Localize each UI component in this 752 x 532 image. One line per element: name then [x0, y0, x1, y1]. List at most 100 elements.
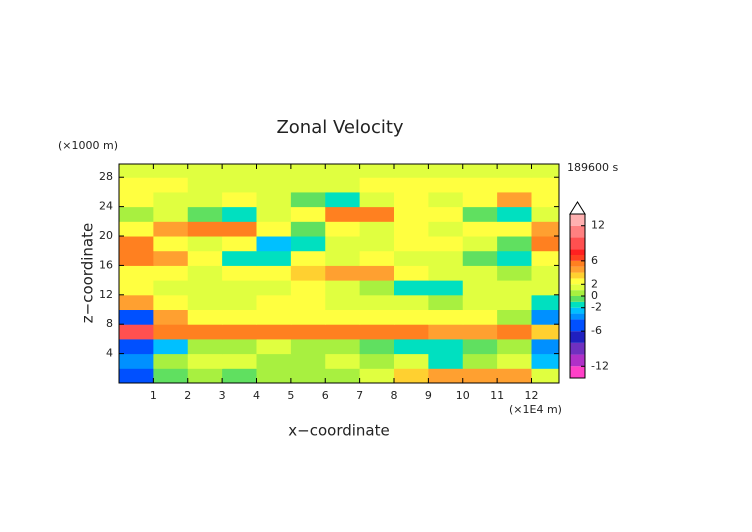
colorbar-segment	[570, 255, 585, 261]
heat-cell	[462, 164, 498, 178]
heat-cell	[394, 206, 429, 222]
heat-cell	[428, 236, 464, 252]
heat-cell	[119, 206, 154, 222]
heat-cell	[256, 236, 292, 252]
x-tick-label: 5	[287, 389, 294, 402]
heat-cell	[187, 177, 223, 193]
heat-cell	[290, 294, 326, 311]
heat-cell	[290, 265, 326, 281]
heat-cell	[394, 338, 429, 355]
heat-cell	[187, 294, 223, 311]
colorbar-tick-label: 6	[591, 254, 598, 267]
heat-cell	[153, 221, 189, 237]
heat-cell	[153, 236, 189, 252]
heat-cell	[428, 280, 464, 296]
colorbar-segment	[570, 296, 585, 302]
heat-cell	[222, 324, 257, 340]
heat-cell	[394, 324, 429, 340]
heat-cell	[394, 368, 429, 384]
time-label: 189600 s	[567, 161, 618, 174]
heat-cell	[428, 250, 464, 266]
heat-cell	[153, 368, 189, 384]
heat-cell	[325, 250, 361, 266]
heat-cell	[187, 324, 223, 340]
heat-cell	[290, 309, 326, 325]
heat-cell	[119, 221, 154, 237]
y-unit: (×1000 m)	[58, 139, 118, 152]
heat-cell	[325, 221, 361, 237]
heat-cell	[359, 338, 395, 355]
heat-cell	[119, 164, 154, 178]
heat-cell	[187, 250, 223, 266]
heat-cell	[359, 324, 395, 340]
heat-cell	[256, 221, 292, 237]
heat-cell	[497, 265, 532, 281]
heat-cell	[531, 265, 560, 281]
heat-cell	[187, 221, 223, 237]
heat-cell	[428, 294, 464, 311]
heat-cell	[359, 206, 395, 222]
heat-cell	[359, 236, 395, 252]
heat-cell	[497, 294, 532, 311]
heat-cell	[222, 294, 257, 311]
heat-cell	[462, 221, 498, 237]
heat-cell	[428, 177, 464, 193]
heat-cell	[325, 368, 361, 384]
heat-cell	[325, 164, 361, 178]
colorbar-segment	[570, 301, 585, 308]
heat-cell	[462, 280, 498, 296]
heat-cell	[325, 324, 361, 340]
heat-cell	[394, 280, 429, 296]
heat-cell	[119, 191, 154, 208]
heat-cell	[290, 164, 326, 178]
heat-cell	[497, 338, 532, 355]
heat-cell	[119, 236, 154, 252]
heat-cell	[394, 221, 429, 237]
heat-cell	[290, 206, 326, 222]
heat-cell	[119, 368, 154, 384]
heat-cell	[119, 324, 154, 340]
colorbar-segment	[570, 266, 585, 273]
heat-cell	[359, 353, 395, 369]
colorbar-arrow	[569, 201, 586, 215]
heat-cell	[462, 309, 498, 325]
heat-cell	[359, 250, 395, 266]
heat-cell	[290, 191, 326, 208]
heat-cell	[222, 164, 257, 178]
heat-cell	[462, 206, 498, 222]
colorbar-tick-label: -6	[591, 324, 602, 337]
heat-cell	[187, 191, 223, 208]
heat-cell	[325, 265, 361, 281]
heat-cell	[222, 353, 257, 369]
heat-cell	[359, 221, 395, 237]
colorbar-segment	[570, 225, 585, 238]
y-tick-label: 16	[99, 258, 113, 271]
heat-cell	[531, 250, 560, 266]
heat-cell	[462, 353, 498, 369]
colorbar-segment	[570, 260, 585, 267]
heat-cell	[119, 353, 154, 369]
heat-cell	[222, 265, 257, 281]
heat-cell	[222, 309, 257, 325]
colorbar-segment	[570, 319, 585, 332]
heat-cell	[222, 177, 257, 193]
colorbar-segment	[570, 214, 585, 226]
colorbar-segment	[570, 354, 585, 367]
colorbar-segment	[570, 272, 585, 279]
heat-cell	[497, 236, 532, 252]
colorbar-tick-label: -2	[591, 301, 602, 314]
heat-cell	[428, 265, 464, 281]
heat-cell	[428, 221, 464, 237]
y-tick-label: 4	[106, 347, 113, 360]
heat-cell	[119, 294, 154, 311]
colorbar-segment	[570, 284, 585, 291]
heat-cell	[290, 250, 326, 266]
heat-cell	[290, 324, 326, 340]
heat-cell	[187, 206, 223, 222]
y-tick-label: 8	[106, 317, 113, 330]
heat-cell	[290, 221, 326, 237]
heat-cell	[153, 191, 189, 208]
heat-cell	[256, 294, 292, 311]
heat-cell	[222, 280, 257, 296]
heat-cell	[531, 353, 560, 369]
